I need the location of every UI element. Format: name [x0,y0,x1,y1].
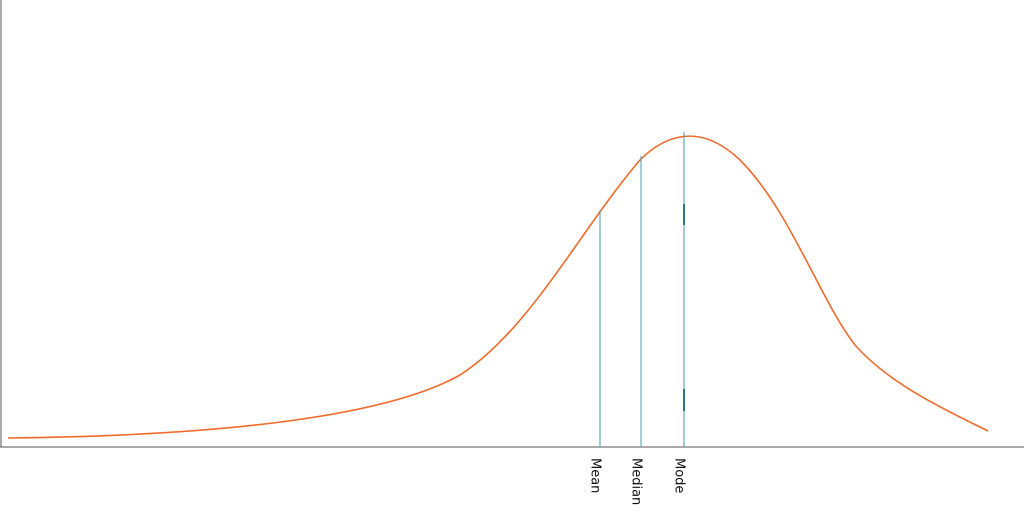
distribution-curve [7,135,989,439]
median-label: Median [629,458,644,505]
mode-label: Mode [672,458,687,493]
mean-label: Mean [588,458,603,493]
